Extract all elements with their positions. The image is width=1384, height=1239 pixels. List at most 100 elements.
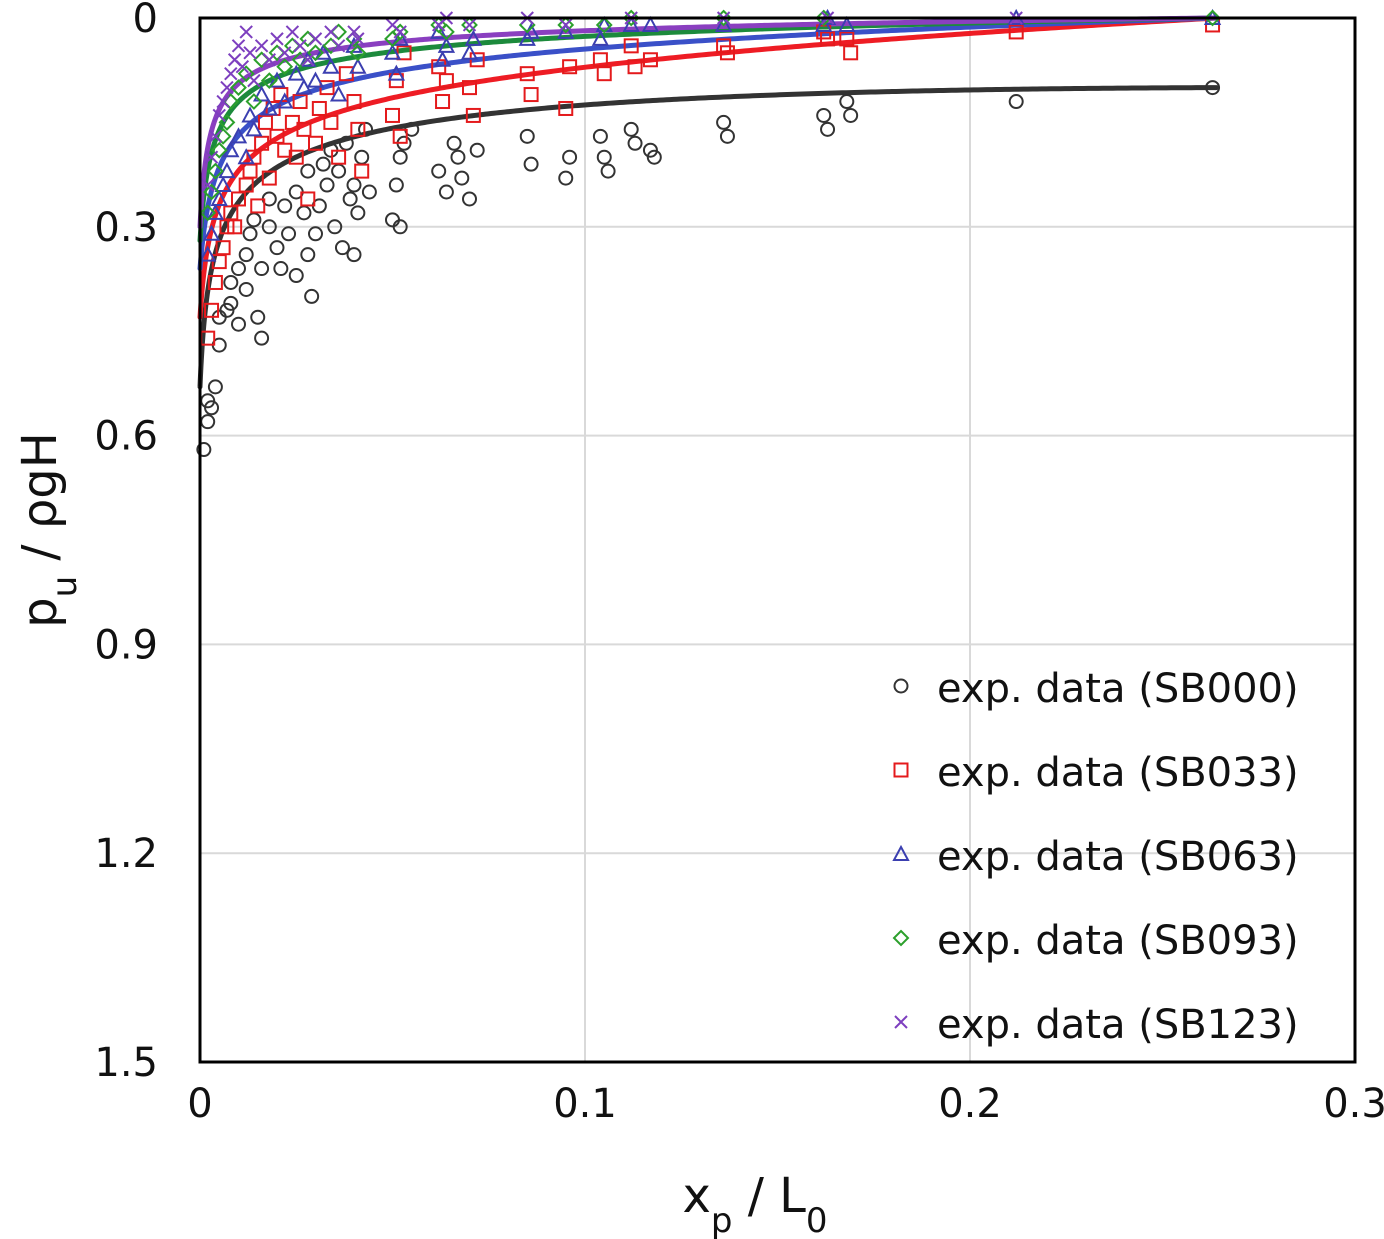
legend-marker [894,1015,908,1029]
data-point [347,25,361,39]
data-point [559,18,573,32]
data-point [558,100,574,116]
data-point [200,178,215,192]
data-point [431,163,447,179]
y-tick-label: 1.5 [94,1040,158,1086]
data-point [260,72,278,90]
data-point [196,442,212,458]
data-point [230,79,247,97]
data-point [238,247,254,263]
data-point [820,31,836,47]
data-point [262,53,277,67]
data-point [816,107,832,123]
data-point [308,135,323,151]
fit-curve [197,85,1219,390]
data-point [596,149,612,165]
data-point [216,94,230,109]
data-point [523,87,539,103]
x-tick-label: 0.3 [1323,1081,1384,1127]
data-point [231,39,246,53]
legend-label: exp. data (SB123) [937,1002,1299,1048]
fit-curve [197,15,1219,230]
data-point [592,128,608,144]
data-point [430,22,448,39]
data-point [285,25,300,39]
data-point [450,149,466,165]
data-point [595,16,613,34]
data-point [387,64,406,81]
data-point [277,46,292,60]
data-point [276,92,294,109]
data-point [392,128,408,144]
data-point [247,73,261,88]
data-point [358,121,374,137]
data-point [815,9,833,27]
data-point [220,80,234,95]
data-point [254,39,269,53]
data-point [334,240,350,256]
data-point [464,29,483,46]
data-point [293,39,307,53]
data-point [304,288,320,304]
data-point [354,163,370,179]
data-point [250,309,266,325]
legend-marker [892,929,910,947]
x-tick-label: 0.2 [938,1081,1002,1127]
data-point [843,107,859,123]
y-tick-label: 0 [133,0,158,42]
data-point [269,128,285,144]
data-point [327,219,343,235]
data-point [288,268,304,284]
data-point [437,23,455,41]
data-point [257,114,273,130]
data-point [838,15,856,32]
data-point [299,50,317,67]
data-point [454,170,470,186]
data-point [300,191,316,207]
data-point [557,22,575,39]
data-point [388,177,404,193]
y-tick-label: 0.6 [94,414,158,460]
data-point [287,64,305,81]
data-point [237,148,255,165]
data-point [641,15,660,32]
data-point [446,135,462,151]
data-point [519,66,535,82]
data-point [268,71,286,88]
data-point [338,135,354,151]
data-point [622,15,640,32]
data-point [199,204,217,222]
data-point [273,261,289,277]
data-point [714,15,733,32]
data-point [346,94,362,110]
data-point [277,198,293,214]
data-point [558,170,574,186]
x-axis-label: xp / L0 [682,1168,827,1239]
data-point [308,32,323,46]
data-points [196,8,1222,458]
data-point [469,142,485,158]
data-point [350,205,366,221]
data-point [391,29,409,46]
data-point [523,156,539,172]
legend-label: exp. data (SB000) [937,666,1299,712]
data-point [242,163,258,179]
data-point [715,9,733,27]
data-point [349,57,367,74]
data-point [308,226,323,242]
data-point [231,261,246,277]
data-point [207,379,223,395]
data-point [627,59,643,75]
x-tick-labels: 0 0.1 0.2 0.3 [187,1081,1384,1127]
data-point [1204,9,1221,27]
data-point [222,141,240,158]
data-point [1008,24,1024,40]
data-point [210,189,228,206]
data-point [214,175,232,193]
data-point [600,163,616,179]
y-tick-labels: 0 0.3 0.6 0.9 1.2 1.5 [94,0,158,1086]
data-point [237,65,255,83]
data-point [562,149,578,165]
data-point [351,32,365,46]
data-point [331,39,346,53]
